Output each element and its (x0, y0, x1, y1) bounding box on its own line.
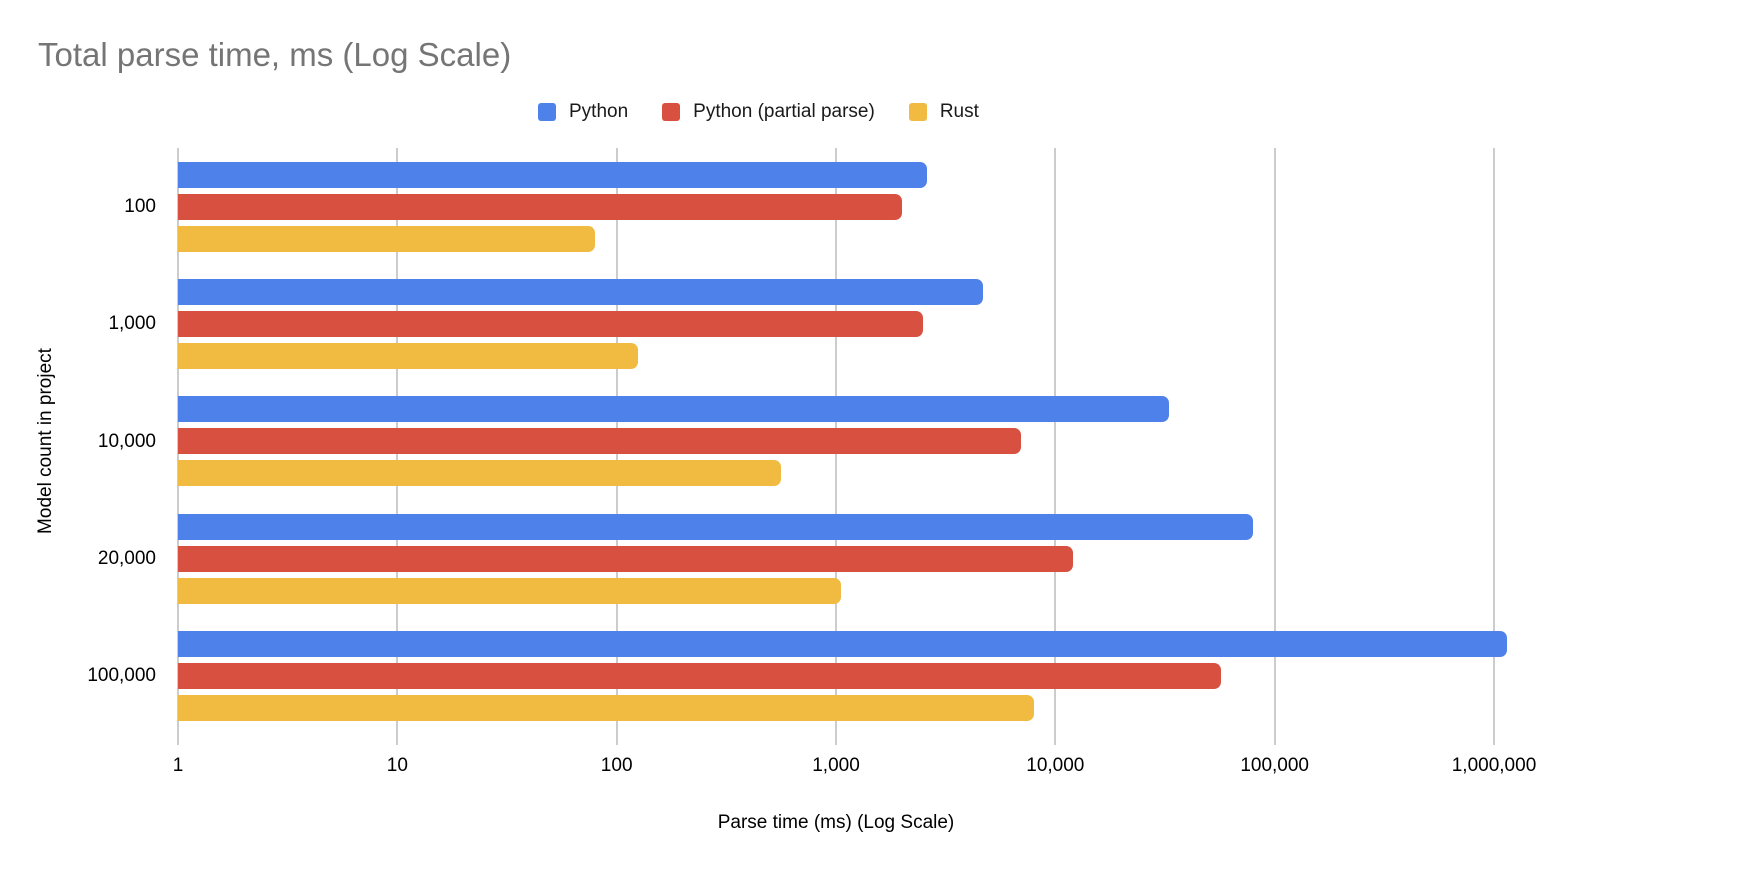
bar-group-100 (178, 148, 1494, 265)
chart-title: Total parse time, ms (Log Scale) (38, 36, 512, 73)
gridline-1-000-000 (1493, 148, 1495, 735)
legend-label: Rust (939, 101, 979, 122)
y-tick-label: 100,000 (87, 665, 156, 687)
bar-group-100-000 (178, 618, 1508, 735)
bar-python-100-000 (178, 631, 1508, 658)
bar-rust-100-000 (178, 695, 1035, 722)
x-tick-label: 10 (386, 755, 408, 776)
x-tick-label: 10,000 (1026, 755, 1085, 776)
x-tick-label: 1 (172, 755, 184, 776)
bar-python-partial-parse-10-000 (178, 428, 1022, 455)
y-tick-label: 100 (124, 195, 156, 217)
x-tick-mark-100-000 (1273, 735, 1276, 745)
x-tick-label: 1,000 (812, 755, 860, 776)
legend-item-python: Python (538, 101, 628, 123)
legend-label: Python (partial parse) (693, 101, 875, 122)
x-axis-title: Parse time (ms) (Log Scale) (717, 812, 955, 833)
bar-group-1-000 (178, 265, 1494, 382)
y-axis-title: Model count in project (35, 348, 56, 534)
bar-python-20-000 (178, 513, 1254, 540)
bar-rust-10-000 (178, 460, 781, 487)
bar-rust-100 (178, 225, 596, 252)
x-tick-mark-100 (615, 735, 618, 745)
bar-python-partial-parse-100 (178, 193, 903, 220)
legend-swatch-python (538, 103, 556, 121)
y-tick-label: 1,000 (108, 313, 156, 335)
bar-python-1-000 (178, 279, 984, 306)
x-tick-mark-1-000-000 (1493, 735, 1495, 745)
legend-swatch-python-partial-parse (662, 103, 681, 121)
legend-item-python-partial-parse: Python (partial parse) (662, 101, 875, 123)
x-tick-mark-10 (396, 735, 399, 745)
legend-swatch-rust (908, 103, 927, 121)
x-tick-label: 1,000,000 (1451, 755, 1537, 776)
bar-rust-1-000 (178, 343, 638, 370)
x-tick-label: 100 (600, 755, 633, 776)
bar-python-partial-parse-100-000 (178, 663, 1222, 690)
x-tick-mark-1-000 (835, 735, 837, 745)
y-tick-label: 20,000 (97, 547, 156, 569)
x-tick-mark-1 (177, 735, 179, 745)
chart-legend: Python Python (partial parse) Rust (538, 101, 979, 123)
legend-item-rust: Rust (908, 101, 979, 123)
gridline-100-000 (1273, 148, 1276, 735)
legend-label: Python (569, 101, 629, 122)
x-tick-label: 100,000 (1240, 755, 1309, 776)
bar-python-partial-parse-1-000 (178, 311, 924, 338)
plot-area: 1 10 100 1,000 10,000 100,000 1,000,000 (173, 148, 1536, 776)
bar-python-100 (178, 161, 928, 188)
bar-python-10-000 (178, 396, 1170, 423)
x-tick-mark-10-000 (1054, 735, 1057, 745)
bar-group-10-000 (178, 383, 1494, 500)
gridline-10-000 (1054, 148, 1057, 735)
bar-python-partial-parse-20-000 (178, 545, 1073, 572)
bar-rust-20-000 (178, 577, 841, 604)
bar-group-20-000 (178, 500, 1494, 617)
y-tick-label: 10,000 (97, 430, 156, 452)
